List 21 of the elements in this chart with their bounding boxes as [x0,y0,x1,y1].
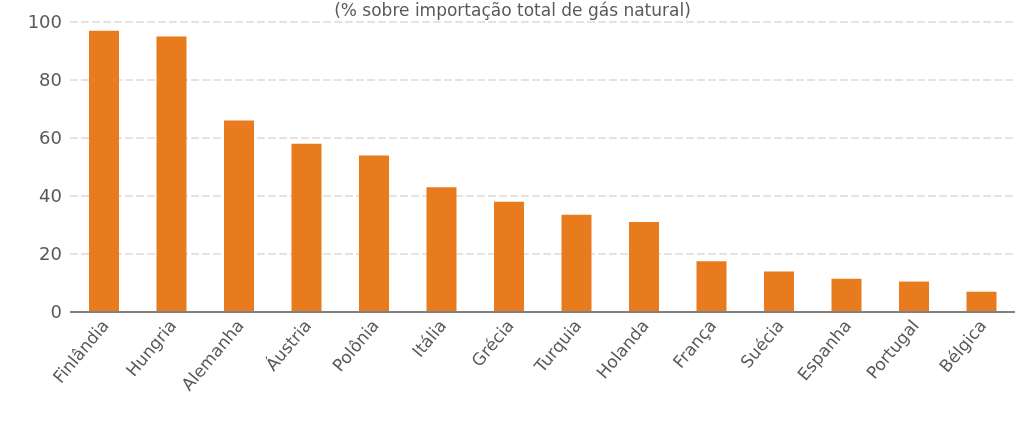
y-tick-label: 80 [39,69,62,91]
bar [224,120,254,312]
bar [89,30,119,312]
bar [696,261,727,312]
bar [494,201,524,312]
bar [156,36,187,312]
chart-subtitle: (% sobre importação total de gás natural) [334,0,691,20]
y-tick-label: 40 [39,185,62,207]
bar [966,291,997,312]
bar [359,155,389,312]
y-tick-label: 100 [27,11,62,33]
bar [561,214,592,312]
bar [899,281,929,312]
bar [831,278,862,312]
y-tick-label: 20 [39,243,62,265]
bar [291,143,322,312]
bar [629,222,659,312]
y-tick-label: 0 [50,301,62,323]
bar [426,187,457,312]
y-tick-label: 60 [39,127,62,149]
bar [764,271,794,312]
